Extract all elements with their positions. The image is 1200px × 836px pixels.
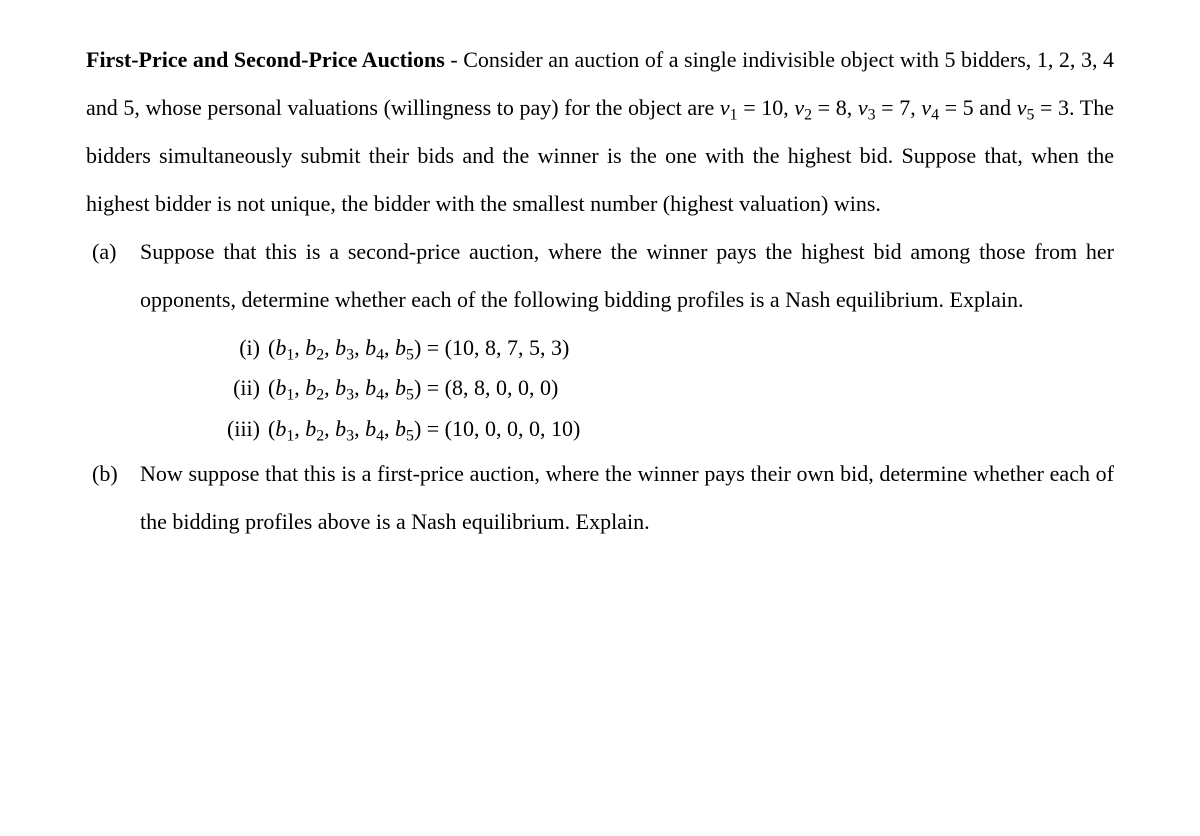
part-b-body: Now suppose that this is a first-price a… — [140, 450, 1114, 546]
profile-roman: (ii) — [192, 368, 268, 409]
profile-row: (ii)(b1, b2, b3, b4, b5) = (8, 8, 0, 0, … — [192, 368, 1114, 409]
profile-equation: (b1, b2, b3, b4, b5) = (10, 0, 0, 0, 10) — [268, 409, 580, 450]
problem-title: First-Price and Second-Price Auctions — [86, 47, 445, 72]
part-b: (b) Now suppose that this is a first-pri… — [86, 450, 1114, 546]
part-a-body: Suppose that this is a second-price auct… — [140, 228, 1114, 450]
part-a-label: (a) — [86, 228, 140, 450]
profile-equation: (b1, b2, b3, b4, b5) = (8, 8, 0, 0, 0) — [268, 368, 558, 409]
profile-row: (i)(b1, b2, b3, b4, b5) = (10, 8, 7, 5, … — [192, 328, 1114, 369]
problem-intro-text: - Consider an auction of a single indivi… — [86, 47, 1114, 216]
part-a: (a) Suppose that this is a second-price … — [86, 228, 1114, 450]
profile-equation: (b1, b2, b3, b4, b5) = (10, 8, 7, 5, 3) — [268, 328, 569, 369]
bidding-profiles: (i)(b1, b2, b3, b4, b5) = (10, 8, 7, 5, … — [140, 328, 1114, 450]
problem-intro: First-Price and Second-Price Auctions - … — [86, 36, 1114, 228]
profile-roman: (i) — [192, 328, 268, 369]
part-b-label: (b) — [86, 450, 140, 546]
profile-row: (iii)(b1, b2, b3, b4, b5) = (10, 0, 0, 0… — [192, 409, 1114, 450]
profile-roman: (iii) — [192, 409, 268, 450]
part-a-text: Suppose that this is a second-price auct… — [140, 239, 1114, 312]
page: First-Price and Second-Price Auctions - … — [0, 0, 1200, 582]
part-b-text: Now suppose that this is a first-price a… — [140, 461, 1114, 534]
